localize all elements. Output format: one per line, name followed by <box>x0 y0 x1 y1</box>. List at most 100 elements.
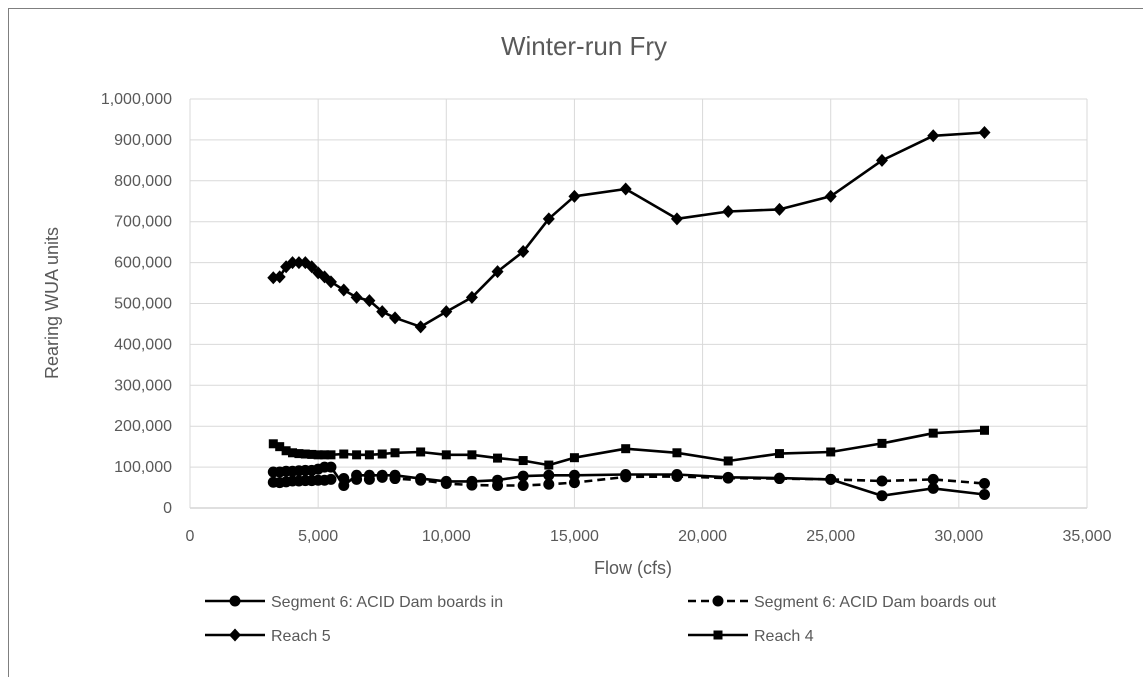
data-point <box>273 270 286 284</box>
data-point <box>325 473 337 485</box>
data-point <box>466 479 478 491</box>
y-axis-label: Rearing WUA units <box>42 227 62 379</box>
chart-frame <box>8 8 1143 677</box>
y-tick-label: 700,000 <box>114 214 172 231</box>
data-point <box>377 449 387 459</box>
series-reach-4 <box>268 425 989 470</box>
data-point <box>363 473 375 485</box>
y-tick-label: 1,000,000 <box>101 91 172 108</box>
x-axis-label: Flow (cfs) <box>594 558 672 578</box>
data-point <box>390 448 400 458</box>
data-point <box>876 490 888 502</box>
data-point <box>672 448 682 458</box>
x-tick-label: 30,000 <box>934 528 983 545</box>
y-tick-label: 600,000 <box>114 255 172 272</box>
data-point <box>389 473 401 485</box>
legend-label: Reach 4 <box>754 628 814 645</box>
y-tick-label: 0 <box>163 500 172 517</box>
data-point <box>517 480 529 492</box>
series-layer <box>267 126 991 502</box>
data-point <box>620 471 632 483</box>
x-tick-label: 15,000 <box>550 528 599 545</box>
data-point <box>300 449 310 459</box>
data-point <box>465 290 478 304</box>
data-point <box>440 305 453 319</box>
series-segment-6-acid-dam-boards-out <box>267 471 990 492</box>
data-point <box>876 475 888 487</box>
data-point <box>337 283 350 297</box>
data-point <box>927 482 939 494</box>
data-point <box>826 447 836 457</box>
data-point <box>543 469 555 481</box>
y-tick-label: 900,000 <box>114 132 172 149</box>
data-point <box>825 473 837 485</box>
data-point <box>338 473 350 485</box>
data-point <box>440 477 452 489</box>
data-point <box>569 453 579 463</box>
legend-item: Segment 6: ACID Dam boards out <box>688 594 996 611</box>
data-point <box>824 189 837 203</box>
data-point <box>517 245 530 259</box>
y-tick-label: 400,000 <box>114 336 172 353</box>
data-point <box>773 202 786 216</box>
data-point <box>518 456 528 466</box>
y-tick-label: 800,000 <box>114 173 172 190</box>
data-point <box>978 477 990 489</box>
data-point <box>324 275 337 289</box>
data-point <box>774 449 784 459</box>
y-tick-label: 100,000 <box>114 459 172 476</box>
x-tick-label: 20,000 <box>678 528 727 545</box>
data-point <box>307 449 317 459</box>
data-point <box>927 129 940 143</box>
data-point <box>339 449 349 459</box>
data-point <box>305 260 318 274</box>
data-point <box>288 448 298 458</box>
data-point <box>292 256 305 270</box>
data-point <box>376 471 388 483</box>
data-point <box>978 126 991 140</box>
legend-marker <box>229 628 241 642</box>
legend-label: Segment 6: ACID Dam boards out <box>754 594 996 611</box>
data-point <box>268 439 278 449</box>
data-point <box>350 290 363 304</box>
data-point <box>294 449 304 459</box>
data-point <box>286 256 299 270</box>
data-point <box>568 189 581 203</box>
data-point <box>364 450 374 460</box>
gridlines <box>189 98 1088 509</box>
data-point <box>313 450 323 460</box>
data-point <box>414 320 427 334</box>
data-point <box>326 450 336 460</box>
legend-item: Reach 4 <box>688 628 814 645</box>
data-point <box>467 450 477 460</box>
y-tick-label: 500,000 <box>114 296 172 313</box>
data-point <box>671 471 683 483</box>
x-tick-label: 35,000 <box>1063 528 1112 545</box>
data-point <box>619 182 632 196</box>
data-point <box>492 480 504 492</box>
legend-marker <box>713 630 723 640</box>
data-point <box>722 472 734 484</box>
data-point <box>376 305 389 319</box>
data-point <box>928 428 938 438</box>
y-tick-label: 200,000 <box>114 418 172 435</box>
data-point <box>978 489 990 501</box>
data-point <box>415 474 427 486</box>
legend-item: Reach 5 <box>205 628 331 645</box>
data-point <box>723 456 733 466</box>
y-axis-ticks: 0 100,000 200,000 300,000 400,000 500,000 600,… <box>101 91 172 517</box>
data-point <box>416 447 426 457</box>
data-point <box>389 311 402 325</box>
legend-label: Segment 6: ACID Dam boards in <box>271 594 503 611</box>
data-point <box>773 473 785 485</box>
data-point <box>542 212 555 226</box>
data-point <box>670 212 683 226</box>
data-point <box>979 425 989 435</box>
data-point <box>927 473 939 485</box>
data-point <box>517 470 529 482</box>
chart-title: Winter-run Fry <box>501 31 667 61</box>
data-point <box>568 477 580 489</box>
legend: Segment 6: ACID Dam boards in Segment 6: … <box>205 594 996 645</box>
x-tick-label: 0 <box>186 528 195 545</box>
